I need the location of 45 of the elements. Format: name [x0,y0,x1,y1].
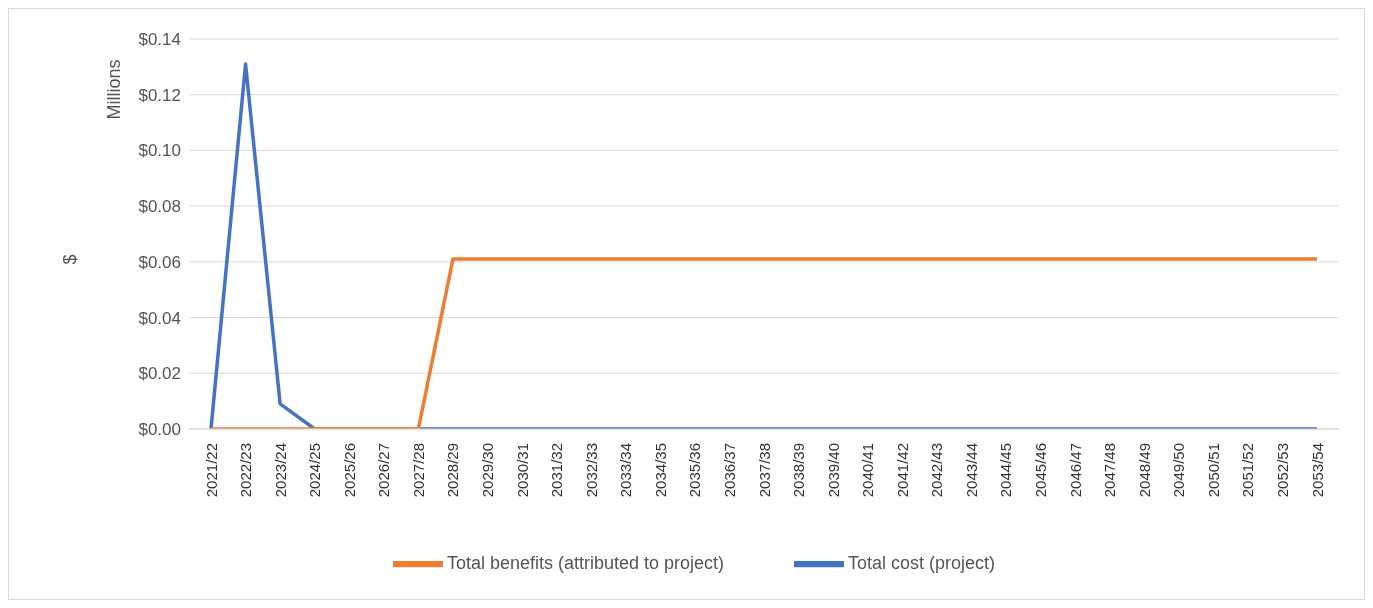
x-tick-label: 2029/30 [479,443,496,498]
x-tick-label: 2041/42 [893,443,911,498]
x-tick-label: 2023/24 [271,443,289,498]
y-tick-label: $0.02 [138,364,181,384]
x-tick-label: 2035/36 [686,443,704,498]
y-tick-label: $0.12 [138,85,181,105]
x-tick-label: 2022/23 [237,443,255,498]
x-tick-label: 2030/31 [513,443,531,498]
x-tick-label: 2040/41 [859,443,877,498]
y-tick-label: $0.14 [138,30,181,50]
legend-label: Total benefits (attributed to project) [446,552,725,573]
x-tick-label: 2026/27 [375,443,393,498]
x-tick-label: 2024/25 [306,443,324,498]
y-tick-label: $0.06 [138,252,181,272]
x-tick-label: 2049/50 [1170,443,1188,498]
x-tick-label: 2050/51 [1204,443,1222,498]
y-axis-title: $ [59,254,81,265]
x-tick-label: 2028/29 [444,443,462,498]
x-tick-label: 2052/53 [1273,443,1291,498]
x-tick-label: 2042/43 [928,443,946,498]
x-tick-label: 2034/35 [651,443,669,498]
x-tick-label: 2046/47 [1066,443,1084,498]
x-tick-label: 2027/28 [409,443,427,498]
x-tick-label: 2031/32 [548,443,566,498]
x-tick-label: 2039/40 [824,443,842,498]
x-tick-label: 2038/39 [790,443,808,498]
x-tick-label: 2036/37 [720,443,738,498]
y-tick-label: $0.08 [138,197,181,217]
x-tick-label: 2051/52 [1239,443,1257,498]
x-tick-label: 2043/44 [962,443,980,498]
text: Millions [103,59,125,120]
y-tick-label: $0.00 [138,420,181,440]
y-tick-label: $0.10 [138,141,181,161]
x-tick-label: 2053/54 [1308,443,1326,498]
x-tick-label: 2047/48 [1101,443,1119,498]
x-tick-label: 2025/26 [340,443,358,498]
y-tick-label: $0.04 [138,308,181,328]
x-tick-label: 2048/49 [1135,443,1153,498]
x-tick-label: 2037/38 [755,443,773,498]
x-tick-label: 2021/22 [202,443,220,498]
x-tick-label: 2045/46 [1032,443,1049,498]
x-tick-label: 2044/45 [997,443,1015,498]
x-tick-label: 2032/33 [582,443,600,498]
legend-label: Total cost (project) [848,552,996,573]
x-tick-label: 2033/34 [617,443,635,498]
